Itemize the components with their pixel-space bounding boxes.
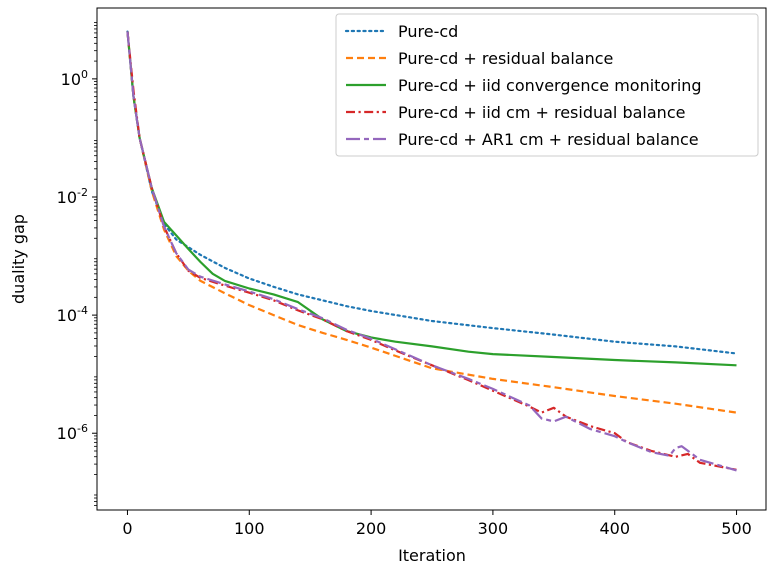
- y-tick-label: 10-6: [57, 422, 88, 443]
- x-axis-label: Iteration: [398, 546, 466, 565]
- legend-box: [335, 13, 759, 157]
- axes-frame: [96, 7, 767, 511]
- series-line-pure-cd-residual-balance: [126, 31, 737, 414]
- x-tick-label: 200: [356, 519, 387, 538]
- x-tick-label: 500: [721, 519, 752, 538]
- y-tick-base: 10: [57, 188, 77, 207]
- y-tick-base: 10: [57, 306, 77, 325]
- y-tick-base: 10: [57, 424, 77, 443]
- legend: Pure-cd Pure-cd + residual balance Pure-cd…: [335, 13, 759, 157]
- y-tick-label: 10-2: [57, 186, 88, 207]
- y-tick-label: 10-4: [57, 304, 88, 325]
- legend-label: Pure-cd + iid cm + residual balance: [398, 103, 685, 122]
- x-tick-label: 400: [599, 519, 630, 538]
- x-tick-label: 0: [122, 519, 132, 538]
- y-tick-exponent: -2: [77, 186, 88, 199]
- series-line-pure-cd-ar1-cm-residual-balance: [126, 31, 737, 472]
- x-tick-label: 100: [234, 519, 265, 538]
- legend-label: Pure-cd: [398, 22, 458, 41]
- y-tick-exponent: -6: [77, 422, 88, 435]
- series-layer: [126, 30, 738, 472]
- y-axis-label: duality gap: [9, 214, 28, 304]
- y-tick-exponent: 0: [81, 68, 88, 81]
- y-tick-exponent: -4: [77, 304, 88, 317]
- legend-label: Pure-cd + iid convergence monitoring: [398, 76, 702, 95]
- legend-label: Pure-cd + AR1 cm + residual balance: [398, 130, 699, 149]
- x-tick-label: 300: [478, 519, 509, 538]
- legend-label: Pure-cd + residual balance: [398, 49, 613, 68]
- y-tick-base: 10: [61, 70, 81, 89]
- y-tick-label: 100: [61, 68, 88, 89]
- series-line-pure-cd-iid-convergence-monitoring: [126, 31, 737, 367]
